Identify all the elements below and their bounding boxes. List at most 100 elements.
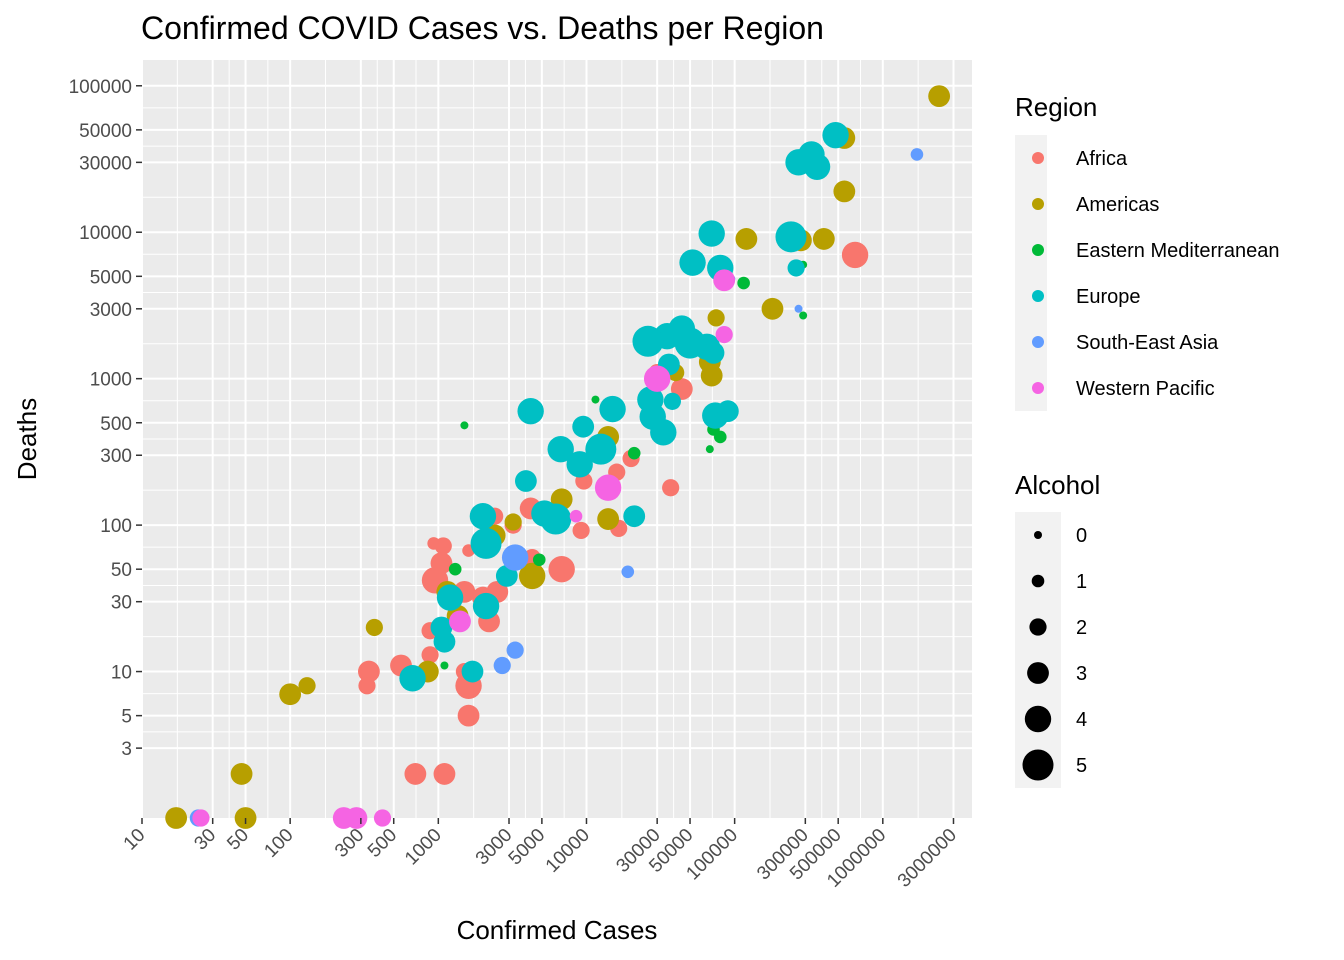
data-point-africa [421, 646, 439, 664]
color-legend-keys-background [1015, 135, 1047, 411]
data-point-europe [599, 395, 626, 423]
data-point-americas [928, 85, 951, 108]
size-legend-label: 5 [1076, 755, 1087, 777]
data-point-americas [504, 513, 522, 531]
y-tick-label: 30000 [79, 153, 132, 174]
data-point-south-east-asia [501, 544, 529, 571]
color-legend: Region Africa Americas Eastern Mediterrane… [1015, 92, 1279, 411]
data-point-western-pacific [594, 474, 622, 501]
data-point-americas [707, 309, 725, 327]
data-point-europe [517, 397, 544, 425]
size-legend-items: 0 1 2 3 4 5 [1022, 525, 1087, 781]
y-tick-label: 50000 [79, 121, 132, 142]
size-legend-key [1024, 705, 1052, 733]
size-legend-label: 0 [1076, 525, 1087, 547]
data-point-africa [841, 241, 869, 269]
data-point-africa [358, 660, 380, 683]
y-tick-label: 10000 [79, 223, 132, 244]
y-tick-label: 5000 [90, 267, 132, 288]
data-point-africa [434, 537, 452, 555]
data-point-europe [472, 592, 500, 620]
data-point-europe [585, 433, 617, 465]
data-point-eastern-mediterranean [627, 446, 641, 460]
size-legend-key [1029, 618, 1047, 636]
data-point-americas [279, 683, 302, 706]
y-tick-label: 100000 [69, 77, 132, 98]
data-point-western-pacific [373, 809, 392, 827]
data-point-americas [165, 807, 188, 829]
size-legend-keys-background [1015, 512, 1061, 788]
data-point-south-east-asia [506, 641, 524, 659]
data-point-south-east-asia [910, 148, 924, 161]
color-legend-label: Eastern Mediterranean [1076, 240, 1279, 262]
data-point-americas [761, 297, 784, 320]
data-point-europe [399, 665, 426, 692]
y-tick-label: 1000 [90, 370, 132, 391]
data-point-eastern-mediterranean [713, 430, 727, 444]
data-point-eastern-mediterranean [799, 311, 808, 320]
color-legend-label: Europe [1076, 286, 1141, 308]
data-point-americas [735, 228, 758, 250]
color-legend-label: Africa [1076, 148, 1128, 170]
data-point-americas [833, 180, 856, 203]
data-point-south-east-asia [493, 656, 511, 675]
data-point-africa [662, 479, 680, 497]
x-axis-title: Confirmed Cases [457, 915, 658, 945]
size-legend-label: 3 [1076, 663, 1087, 685]
y-tick-label: 300 [100, 446, 132, 467]
data-point-americas [812, 228, 835, 250]
color-legend-items: Africa Americas Eastern Mediterranean Europ… [1032, 148, 1279, 400]
size-legend-key [1022, 749, 1054, 781]
data-point-south-east-asia [794, 304, 803, 313]
data-point-europe [514, 470, 537, 492]
data-point-africa [433, 763, 456, 785]
data-point-eastern-mediterranean [460, 421, 469, 430]
size-legend-key [1031, 574, 1045, 588]
color-legend-label: Americas [1076, 194, 1159, 216]
color-legend-key [1032, 336, 1044, 348]
data-point-europe [433, 630, 456, 653]
data-point-europe [470, 527, 502, 559]
data-point-americas [365, 618, 383, 637]
data-points [165, 85, 951, 829]
size-legend-key [1027, 662, 1049, 684]
data-point-europe [775, 221, 807, 253]
data-point-south-east-asia [621, 565, 635, 579]
data-point-europe [461, 660, 484, 683]
data-point-western-pacific [345, 807, 368, 829]
y-axis-ticks: 3 5 10 30 50 100 300 500 1000 3000 5000 10000 30000 5… [69, 77, 142, 760]
minor-gridlines [142, 60, 972, 818]
y-tick-label: 3000 [90, 300, 132, 321]
size-legend-label: 4 [1076, 709, 1087, 731]
data-point-eastern-mediterranean [737, 276, 750, 290]
color-legend-label: Western Pacific [1076, 378, 1215, 400]
data-point-western-pacific [713, 269, 736, 292]
data-point-europe [436, 584, 464, 611]
color-legend-label: South-East Asia [1076, 332, 1219, 354]
data-point-africa [457, 704, 480, 727]
y-tick-label: 500 [100, 414, 132, 435]
size-legend-label: 2 [1076, 617, 1087, 639]
data-point-eastern-mediterranean [591, 395, 600, 404]
color-legend-key [1032, 198, 1044, 210]
data-point-europe [566, 451, 593, 478]
chart-title: Confirmed COVID Cases vs. Deaths per Reg… [141, 10, 824, 46]
size-legend: Alcohol 0 1 2 3 4 5 [1015, 470, 1100, 788]
data-point-europe [663, 392, 681, 410]
size-legend-title: Alcohol [1015, 470, 1100, 500]
data-point-western-pacific [643, 365, 671, 392]
data-point-europe [716, 400, 739, 423]
data-point-western-pacific [715, 325, 733, 344]
data-point-europe [632, 325, 664, 357]
data-point-europe [787, 259, 805, 277]
data-point-europe [547, 435, 574, 463]
y-tick-label: 100 [100, 516, 132, 537]
data-point-western-pacific [569, 509, 583, 523]
data-point-americas [597, 508, 620, 530]
color-legend-key [1032, 244, 1044, 256]
color-legend-title: Region [1015, 92, 1097, 122]
data-point-eastern-mediterranean [448, 562, 462, 576]
data-point-europe [540, 503, 572, 535]
data-point-europe [650, 419, 677, 446]
